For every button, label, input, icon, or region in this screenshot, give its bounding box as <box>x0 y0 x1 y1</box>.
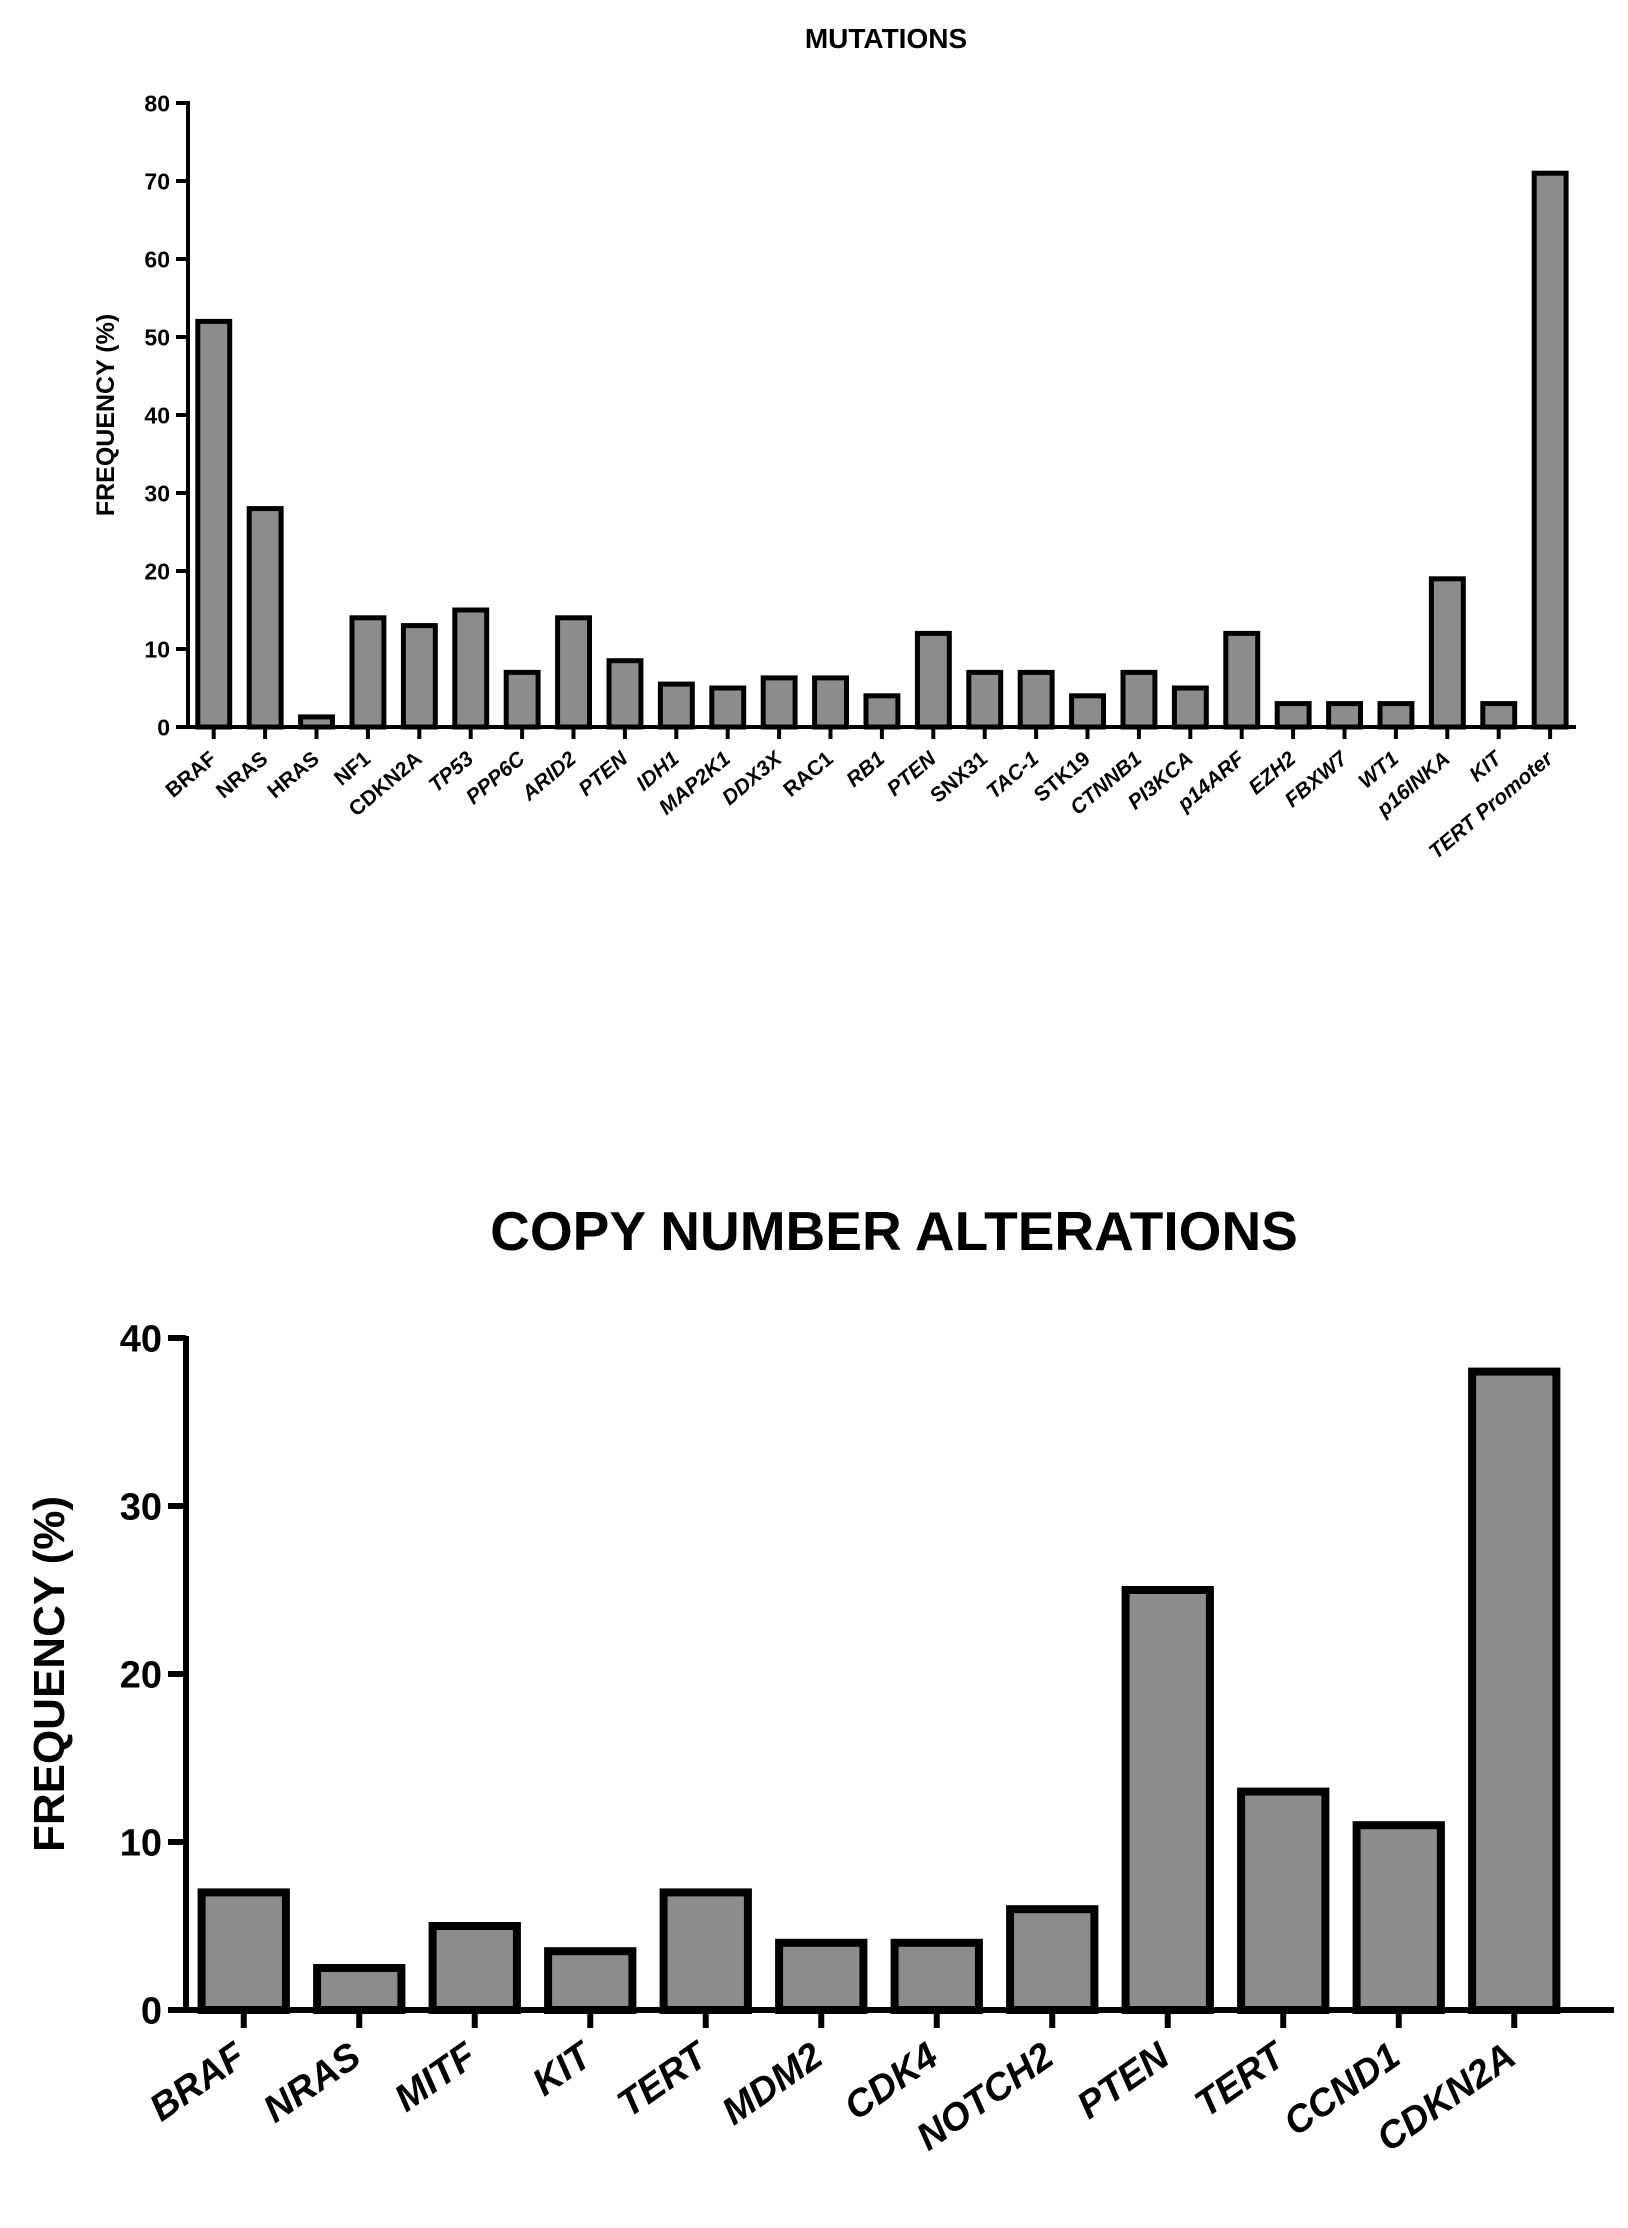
y-tick-label: 0 <box>141 1991 162 2033</box>
category-label: ARID2 <box>517 747 581 806</box>
y-tick-label: 30 <box>120 1487 162 1529</box>
bar-pten <box>606 658 644 730</box>
category-label: KIT <box>1465 746 1507 787</box>
bar-mdm2 <box>775 1938 868 2015</box>
y-tick-label: 30 <box>144 480 170 506</box>
bar-cdkn2a <box>400 623 438 730</box>
y-tick-label: 70 <box>144 168 170 194</box>
bar-ccnd1 <box>1352 1821 1445 2014</box>
bar-ppp6c <box>503 669 541 730</box>
bar-tert <box>1237 1787 1330 2014</box>
bar-idh1 <box>657 681 695 730</box>
category-label: PPP6C <box>462 747 530 809</box>
category-label: BRAF <box>161 747 221 802</box>
bar-snx31 <box>966 669 1004 730</box>
y-tick-label: 40 <box>144 402 170 428</box>
bar-p14arf <box>1223 630 1261 730</box>
category-label: DDX3X <box>718 746 788 810</box>
bar-braf <box>197 1888 290 2015</box>
y-tick-label: 40 <box>120 1319 162 1361</box>
category-label: BRAF <box>142 2034 254 2130</box>
category-label: PTEN <box>1070 2034 1178 2127</box>
category-label: KIT <box>525 2033 602 2104</box>
bar-map2k1 <box>709 685 747 730</box>
bar-cdk4 <box>890 1938 983 2015</box>
bar-notch2 <box>1006 1905 1099 2014</box>
bar-pten <box>914 630 952 730</box>
category-label: SNX31 <box>926 747 992 808</box>
bar-cdkn2a <box>1468 1367 1561 2014</box>
bar-nf1 <box>349 615 387 730</box>
bar-ddx3x <box>760 675 798 730</box>
bar-p16inka <box>1428 576 1466 730</box>
category-label: PTEN <box>574 747 632 801</box>
category-label: MITF <box>387 2034 485 2120</box>
bar-rb1 <box>863 693 901 730</box>
mutations-chart: MUTATIONS FREQUENCY (%) 0 10 20 30 40 50 60 70 80 B… <box>92 23 1576 864</box>
y-tick-label: 60 <box>144 246 170 272</box>
bar-ctnnb1 <box>1120 669 1158 730</box>
y-tick-label: 20 <box>144 558 170 584</box>
bar-mitf <box>428 1922 521 2014</box>
y-tick-label: 80 <box>144 90 170 116</box>
y-tick-label: 10 <box>144 636 170 662</box>
category-label: RB1 <box>842 747 889 792</box>
bar-tp53 <box>452 607 490 730</box>
bar-tert-promoter <box>1531 170 1569 730</box>
bar-ezh2 <box>1274 701 1312 730</box>
category-label: NRAS <box>212 747 272 803</box>
category-label: MDM2 <box>715 2035 831 2134</box>
bar-pi3kca <box>1171 685 1209 730</box>
bar-kit <box>1480 701 1518 730</box>
bar-nras <box>313 1964 406 2014</box>
category-label: HRAS <box>263 747 323 803</box>
bar-kit <box>544 1947 637 2014</box>
bar-arid2 <box>555 615 592 730</box>
chart-title: COPY NUMBER ALTERATIONS <box>490 1200 1298 1262</box>
bar-nras <box>246 506 284 730</box>
bar-rac1 <box>812 675 849 730</box>
y-axis-label: FREQUENCY (%) <box>92 314 120 516</box>
category-label: RAC1 <box>779 747 838 802</box>
bar-braf <box>195 318 233 730</box>
bar-tac-1 <box>1017 669 1055 730</box>
chart-title: MUTATIONS <box>805 23 967 54</box>
y-tick-label: 50 <box>144 324 170 350</box>
category-label: TERT <box>610 2033 717 2126</box>
category-label: NRAS <box>256 2035 368 2131</box>
bar-stk19 <box>1069 693 1106 730</box>
bar-wt1 <box>1377 701 1415 730</box>
bar-fbxw7 <box>1326 701 1363 730</box>
y-tick-label: 0 <box>157 714 170 740</box>
copy-number-chart: COPY NUMBER ALTERATIONS FREQUENCY (%) 0 10 2… <box>25 1200 1614 2160</box>
y-tick-label: 10 <box>120 1823 162 1865</box>
bar-pten <box>1121 1586 1214 2014</box>
bar-tert <box>659 1888 752 2015</box>
y-tick-label: 20 <box>120 1655 162 1697</box>
y-axis-label: FREQUENCY (%) <box>25 1496 74 1852</box>
